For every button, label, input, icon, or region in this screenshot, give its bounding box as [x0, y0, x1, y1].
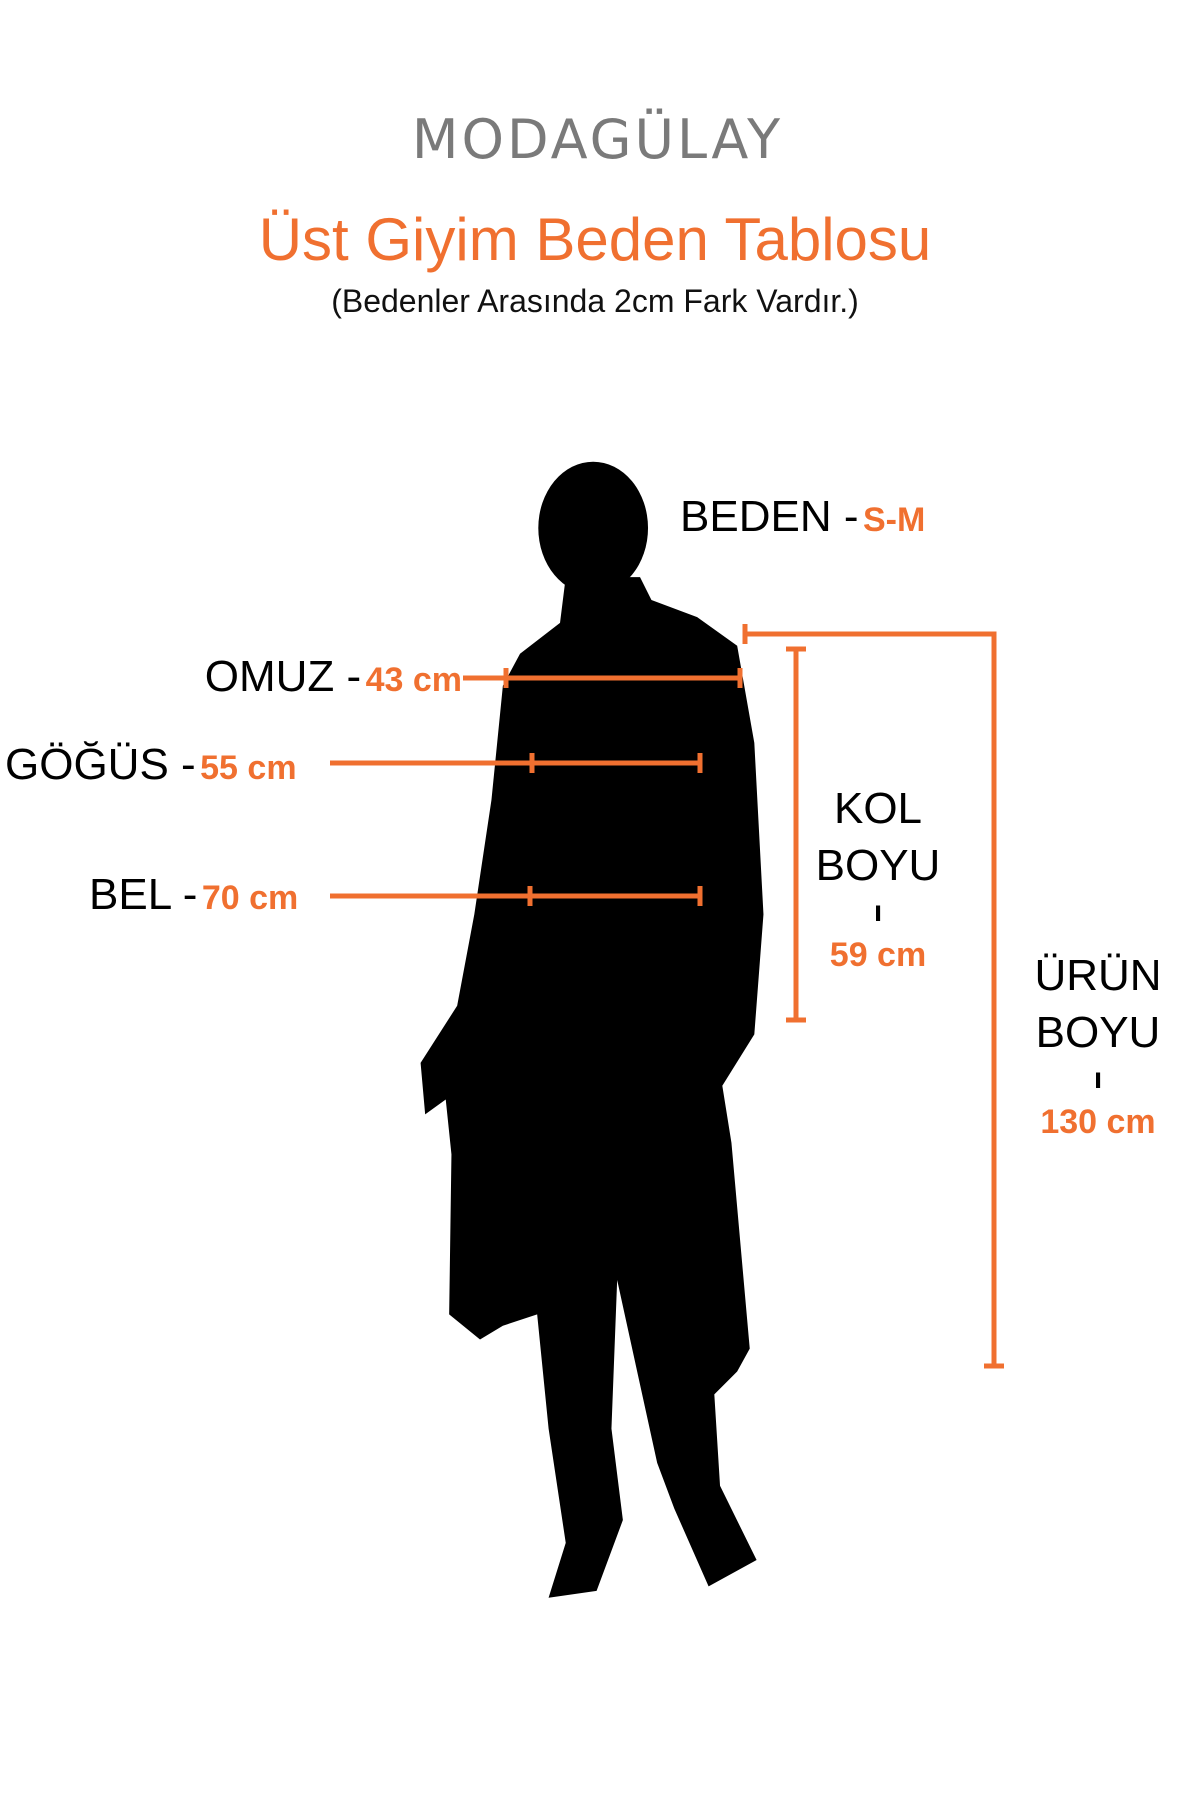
length-line	[745, 631, 997, 1366]
silhouette-body	[420, 577, 764, 1598]
page-subtitle: (Bedenler Arasında 2cm Fark Vardır.)	[331, 283, 859, 319]
length-label-line1: ÜRÜN	[1034, 951, 1162, 1000]
waist-value: 70 cm	[201, 879, 299, 917]
sleeve-separator: ı	[873, 895, 883, 928]
size-value: S-M	[862, 501, 926, 539]
shoulder-row: OMUZ - 43 cm	[205, 652, 462, 702]
sleeve-label-block: KOL BOYU ı 59 cm	[798, 780, 958, 980]
sleeve-label-line1: KOL	[833, 784, 923, 833]
chest-value: 55 cm	[200, 749, 297, 787]
sleeve-label-line2: BOYU	[815, 841, 941, 890]
shoulder-label: OMUZ -	[204, 652, 362, 701]
brand-logo: MODAGÜLAY	[411, 108, 784, 171]
length-value: 130 cm	[1040, 1103, 1156, 1141]
size-label: BEDEN -	[680, 492, 859, 541]
length-label-line2: BOYU	[1035, 1008, 1161, 1057]
size-row: BEDEN - S-M	[680, 492, 925, 542]
silhouette-head	[538, 461, 649, 595]
shoulder-value: 43 cm	[365, 661, 462, 699]
page-title: Üst Giyim Beden Tablosu	[258, 206, 932, 273]
body-silhouette	[420, 461, 764, 1598]
chest-row: GÖĞÜS - 55 cm	[5, 740, 297, 790]
chest-label: GÖĞÜS -	[5, 740, 196, 789]
length-label-block: ÜRÜN BOYU ı 130 cm	[1008, 947, 1188, 1147]
sleeve-value: 59 cm	[829, 936, 927, 974]
waist-label: BEL -	[89, 870, 198, 919]
length-separator: ı	[1093, 1062, 1103, 1095]
waist-row: BEL - 70 cm	[89, 870, 298, 920]
